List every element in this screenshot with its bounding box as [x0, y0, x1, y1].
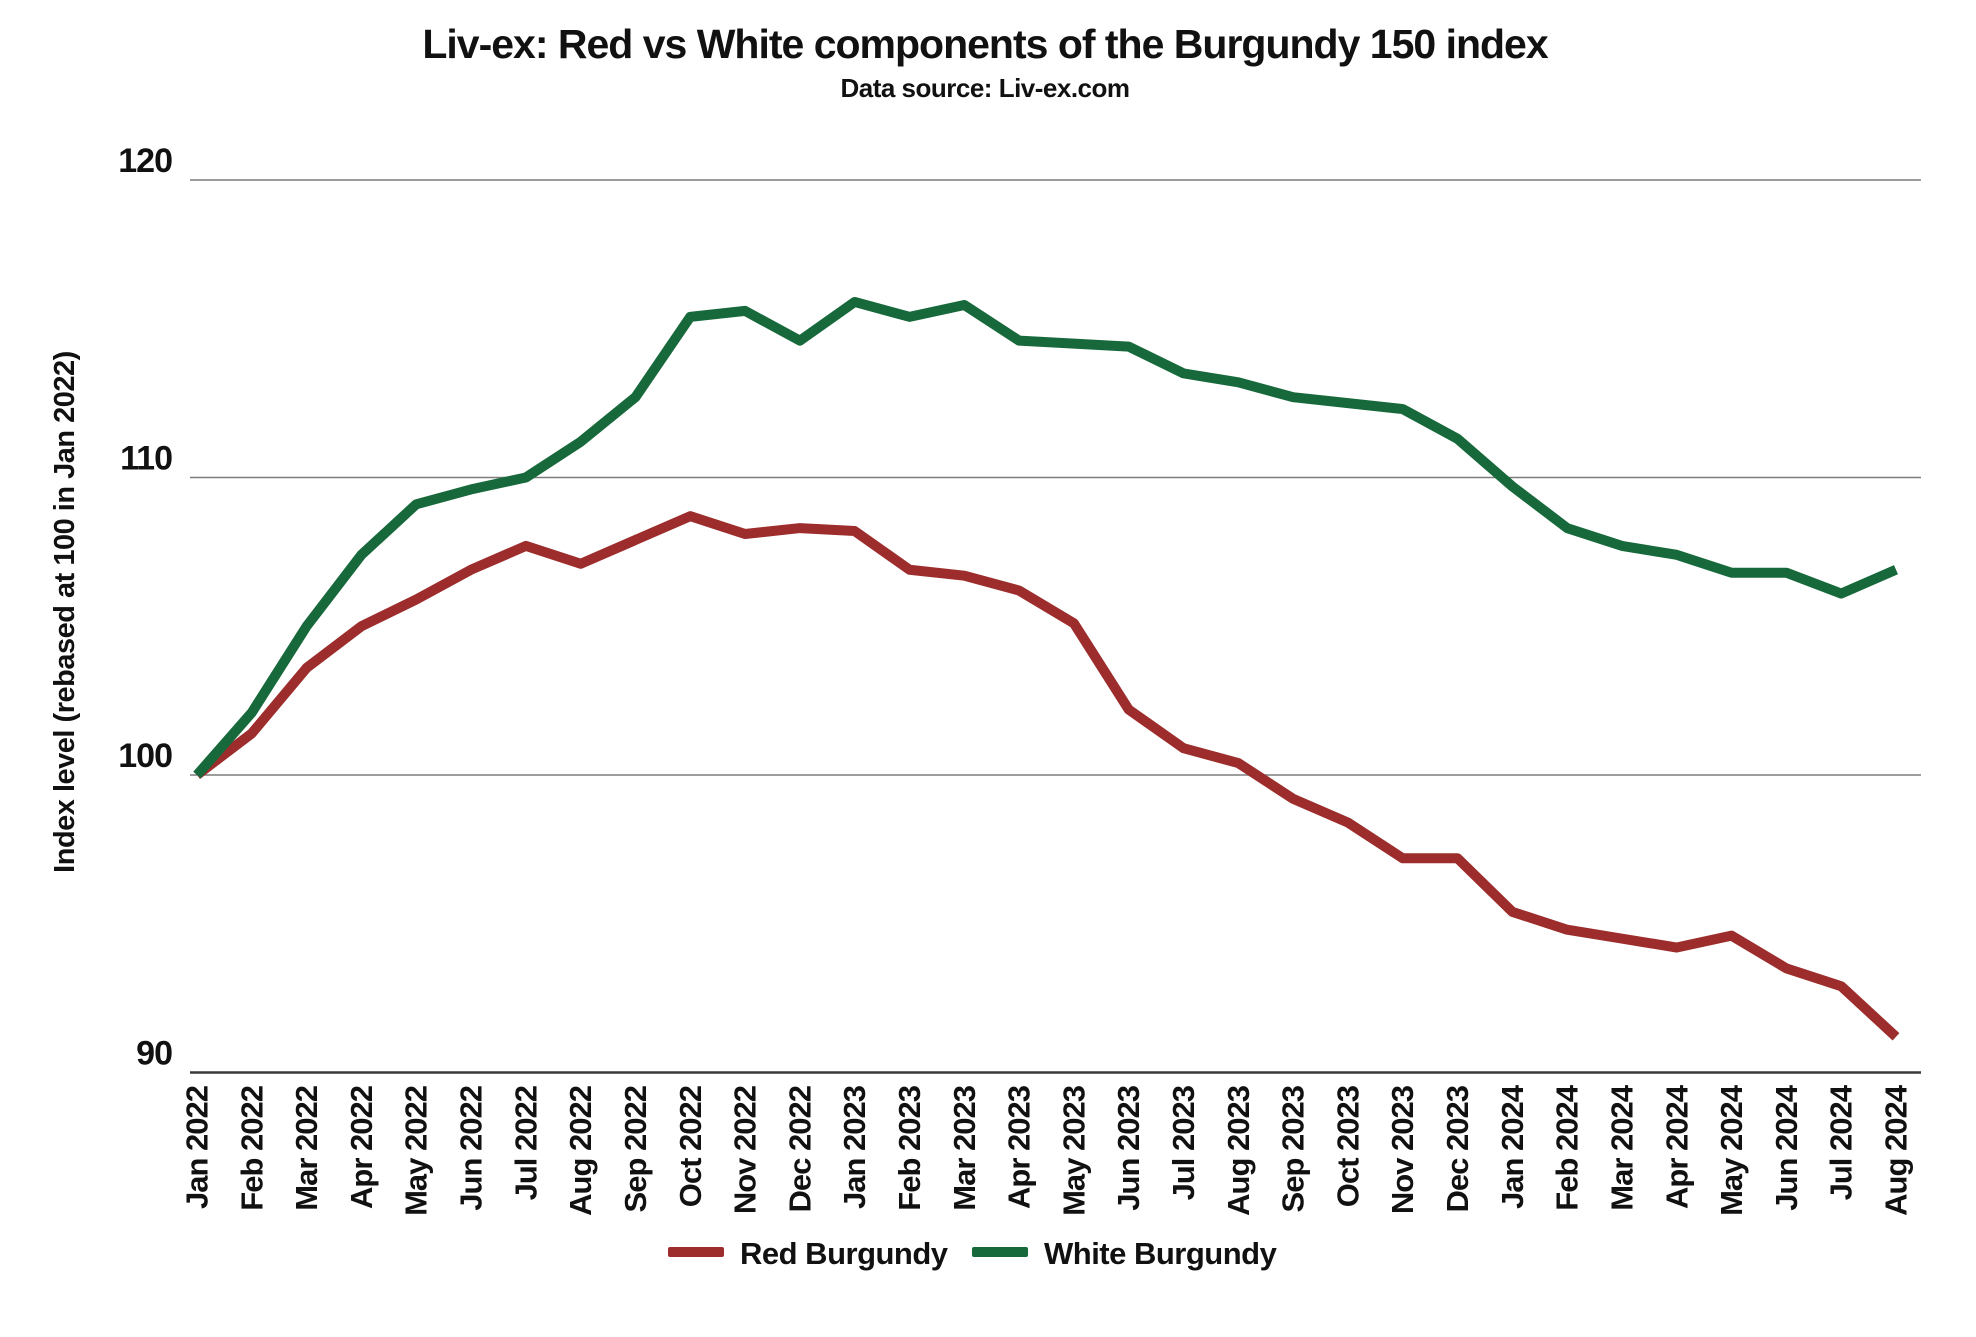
x-tick-label-jul-2022: Jul 2022	[508, 1086, 543, 1200]
x-tick-label-may-2023: May 2023	[1056, 1085, 1091, 1216]
legend: Red Burgundy White Burgundy	[668, 1236, 1278, 1271]
x-tick-label-sep-2022: Sep 2022	[618, 1086, 653, 1212]
chart-title: Liv-ex: Red vs White components of the B…	[422, 21, 1549, 67]
x-tick-label-aug-2023: Aug 2023	[1221, 1085, 1256, 1216]
x-tick-label-mar-2024: Mar 2024	[1604, 1084, 1639, 1210]
legend-swatch-white-burgundy	[972, 1247, 1028, 1257]
x-tick-label-jun-2022: Jun 2022	[454, 1086, 489, 1211]
x-tick-label-aug-2022: Aug 2022	[563, 1086, 598, 1216]
x-tick-label-dec-2022: Dec 2022	[782, 1086, 817, 1212]
x-tick-label-jun-2024: Jun 2024	[1769, 1084, 1804, 1210]
x-tick-label-mar-2022: Mar 2022	[289, 1086, 324, 1211]
x-tick-label-feb-2024: Feb 2024	[1550, 1084, 1585, 1210]
y-axis-tick-labels: 120 110 100 90	[118, 142, 173, 1073]
red-burgundy-line	[193, 511, 1900, 1041]
x-tick-label-jul-2024: Jul 2024	[1824, 1084, 1859, 1200]
x-tick-label-oct-2022: Oct 2022	[673, 1086, 708, 1207]
x-tick-label-jun-2023: Jun 2023	[1111, 1085, 1146, 1210]
y-tick-label-90: 90	[136, 1035, 172, 1073]
x-tick-label-oct-2023: Oct 2023	[1330, 1085, 1365, 1207]
x-tick-label-may-2022: May 2022	[399, 1086, 434, 1216]
y-axis-title: Index level (rebased at 100 in Jan 2022)	[49, 351, 81, 873]
x-tick-label-feb-2023: Feb 2023	[892, 1085, 927, 1210]
x-tick-label-apr-2024: Apr 2024	[1659, 1084, 1694, 1209]
x-tick-label-sep-2023: Sep 2023	[1276, 1085, 1311, 1212]
x-tick-label-aug-2024: Aug 2024	[1879, 1084, 1914, 1216]
x-axis-tick-labels: Jan 2022 Feb 2022 Mar 2022 Apr 2022 May 2022…	[180, 1084, 1914, 1216]
x-tick-label-dec-2023: Dec 2023	[1440, 1085, 1475, 1212]
chart-subtitle: Data source: Liv-ex.com	[840, 73, 1129, 103]
x-tick-label-apr-2022: Apr 2022	[344, 1086, 379, 1209]
x-tick-label-nov-2022: Nov 2022	[728, 1086, 763, 1214]
x-tick-label-nov-2023: Nov 2023	[1385, 1085, 1420, 1214]
x-tick-label-jan-2022: Jan 2022	[180, 1086, 215, 1209]
x-tick-label-feb-2022: Feb 2022	[234, 1086, 269, 1211]
y-tick-label-110: 110	[120, 440, 172, 478]
legend-swatch-red-burgundy	[668, 1247, 724, 1257]
x-tick-label-jul-2023: Jul 2023	[1166, 1085, 1201, 1200]
grid-layer	[190, 179, 1921, 1074]
x-tick-label-apr-2023: Apr 2023	[1002, 1085, 1037, 1209]
x-tick-label-mar-2023: Mar 2023	[947, 1085, 982, 1210]
white-burgundy-line	[193, 296, 1898, 779]
x-tick-label-jan-2024: Jan 2024	[1495, 1084, 1530, 1209]
x-tick-label-jan-2023: Jan 2023	[837, 1085, 872, 1209]
series-layer	[193, 296, 1900, 1041]
y-tick-label-100: 100	[118, 737, 172, 775]
y-tick-label-120: 120	[118, 142, 172, 180]
legend-label-white-burgundy: White Burgundy	[1044, 1236, 1278, 1271]
x-tick-label-may-2024: May 2024	[1714, 1084, 1749, 1216]
legend-label-red-burgundy: Red Burgundy	[740, 1236, 949, 1271]
